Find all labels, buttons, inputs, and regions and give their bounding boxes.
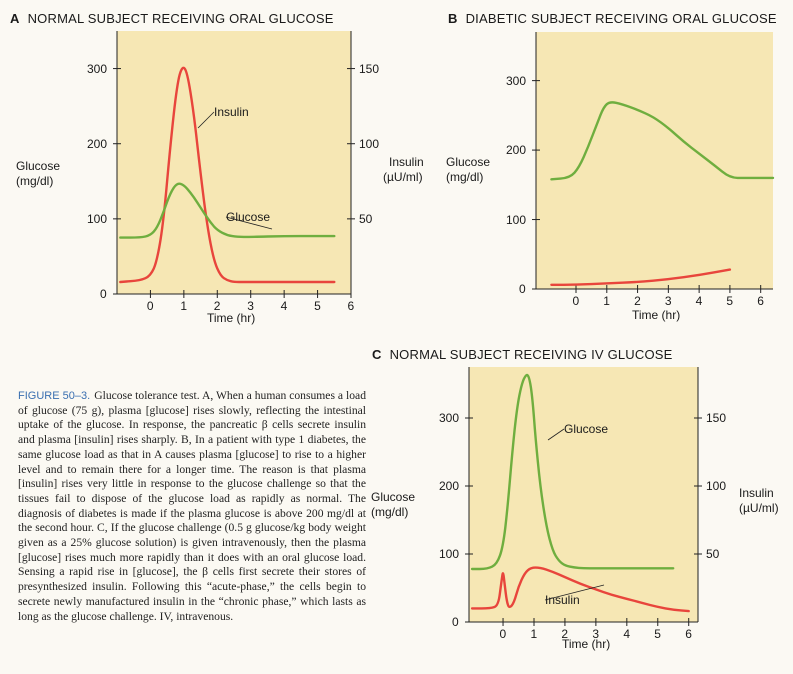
panel-a-annotation-leader — [225, 216, 273, 230]
panel-b-xtick-label: 6 — [757, 294, 764, 308]
panel-c-ytick-left-label: 200 — [439, 479, 460, 493]
panel-a-title-text: NORMAL SUBJECT RECEIVING ORAL GLUCOSE — [27, 11, 334, 26]
panel-c-xtick-label: 1 — [530, 627, 538, 641]
panel-b-xtick-label: 4 — [695, 294, 703, 308]
panel-c-glucose-line — [470, 373, 675, 571]
panel-b-xtick-label: 3 — [664, 294, 672, 308]
panel-b-title: B DIABETIC SUBJECT RECEIVING ORAL GLUCOSE — [448, 11, 777, 26]
panel-c-annotation-leader — [544, 584, 605, 601]
panel-b-glucose-line — [550, 101, 775, 181]
panel-c-xtick-label: 4 — [623, 627, 630, 641]
figure-caption: FIGURE 50–3. Glucose tolerance test. A, W… — [18, 389, 366, 624]
panel-c-xtick-label: 2 — [561, 627, 569, 641]
panel-c-title: C NORMAL SUBJECT RECEIVING IV GLUCOSE — [372, 347, 673, 362]
panel-c-xtick-label: 6 — [685, 627, 692, 641]
panel-b-ytick-left-label: 0 — [519, 282, 526, 296]
panel-c-ylabel-left-line1: Glucose — [371, 490, 416, 504]
panel-a-annotation-insulin: Insulin — [214, 105, 249, 119]
panel-c-ylabel-right: Insulin (µU/ml) — [739, 486, 779, 516]
panel-a-xtick-label: 5 — [314, 299, 321, 313]
panel-c-ytick-left-label: 100 — [439, 547, 460, 561]
panel-c-plot-area — [469, 367, 698, 622]
panel-c-letter: C — [372, 347, 382, 362]
panel-c-annotation-leader — [547, 428, 565, 441]
panel-b-xtick-label: 2 — [634, 294, 641, 308]
panel-c-xtick-label: 5 — [654, 627, 661, 641]
panel-a-xtick-label: 1 — [180, 299, 188, 313]
panel-a-xtick-label: 0 — [146, 299, 154, 313]
panel-a-ylabel-left: Glucose (mg/dl) — [16, 159, 60, 189]
panel-a-xtick-label: 4 — [280, 299, 288, 313]
panel-b-xlabel: Time (hr) — [632, 308, 681, 322]
panel-a-ytick-left-label: 0 — [100, 287, 107, 301]
panel-a-plot-area — [117, 31, 351, 294]
figure-caption-text: Glucose tolerance test. A, When a human … — [18, 389, 366, 623]
panel-a-ylabel-right-line1: Insulin — [389, 155, 424, 169]
panel-c-annotation-insulin: Insulin — [545, 593, 580, 607]
panel-c-ylabel-right-line1: Insulin — [739, 486, 774, 500]
panel-a-chart: Insulin Glucose — [113, 31, 355, 298]
panel-c-ytick-right-label: 150 — [706, 411, 727, 425]
panel-a-ytick-right-label: 50 — [359, 211, 373, 226]
panel-b-insulin-line — [550, 268, 732, 287]
panel-c-xtick-label: 0 — [499, 627, 507, 641]
panel-b-ylabel-left: Glucose (mg/dl) — [446, 155, 490, 185]
panel-a-annotation-glucose: Glucose — [226, 210, 270, 224]
panel-a-ytick-left-label: 200 — [87, 136, 108, 151]
panel-c-ylabel-right-line2: (µU/ml) — [739, 501, 779, 515]
panel-b-xtick-label: 5 — [726, 294, 734, 308]
panel-c-ytick-right-label: 100 — [706, 479, 727, 493]
panel-b-title-text: DIABETIC SUBJECT RECEIVING ORAL GLUCOSE — [465, 11, 777, 26]
panel-b-ylabel-left-line1: Glucose — [446, 155, 491, 169]
panel-c-xtick-label: 3 — [592, 627, 600, 641]
panel-c-insulin-line — [470, 566, 690, 613]
panel-a-ylabel-left-line2: (mg/dl) — [16, 174, 54, 188]
figure-label: FIGURE 50–3. — [18, 390, 91, 402]
panel-b-xtick-label: 1 — [603, 294, 610, 308]
panel-a-title: A NORMAL SUBJECT RECEIVING ORAL GLUCOSE — [10, 11, 334, 26]
panel-c-xlabel: Time (hr) — [562, 637, 611, 651]
panel-a-ylabel-right: Insulin (µU/ml) — [383, 155, 424, 185]
panel-a-annotation-leader — [197, 111, 215, 129]
panel-a-xtick-label: 6 — [347, 299, 355, 313]
panel-c-ylabel-left: Glucose (mg/dl) — [371, 490, 415, 520]
panel-a-xlabel: Time (hr) — [207, 311, 256, 325]
panel-c-ytick-right-label: 50 — [706, 547, 720, 561]
panel-b-plot-area — [536, 32, 773, 289]
panel-a-ytick-left-label: 100 — [87, 211, 108, 226]
panel-b-letter: B — [448, 11, 458, 26]
panel-b-ylabel-left-line2: (mg/dl) — [446, 170, 484, 184]
panel-a-ytick-right-label: 100 — [359, 136, 380, 151]
panel-a-ytick-right-label: 150 — [359, 61, 380, 76]
panel-b-ytick-left-label: 100 — [506, 212, 527, 227]
panel-a-ytick-left-label: 300 — [87, 61, 108, 76]
panel-c-annotation-glucose: Glucose — [564, 422, 608, 436]
panel-a-glucose-line — [119, 182, 336, 239]
panel-c-title-text: NORMAL SUBJECT RECEIVING IV GLUCOSE — [389, 347, 673, 362]
panel-a-ylabel-right-line2: (µU/ml) — [383, 170, 423, 184]
panel-a-insulin-line — [119, 66, 336, 284]
panel-a-ylabel-left-line1: Glucose — [16, 159, 61, 173]
panel-a-letter: A — [10, 11, 20, 26]
panel-a-xtick-label: 3 — [247, 299, 254, 313]
panel-a-xtick-label: 2 — [213, 299, 221, 313]
panel-c-chart: Glucose Insulin — [465, 367, 702, 626]
panel-b-xtick-label: 0 — [572, 294, 580, 308]
panel-c-ylabel-left-line2: (mg/dl) — [371, 505, 409, 519]
panel-b-ytick-left-label: 300 — [506, 73, 527, 88]
panel-b-chart — [532, 32, 775, 293]
panel-c-ytick-left-label: 0 — [452, 615, 459, 629]
panel-c-ytick-left-label: 300 — [439, 411, 460, 425]
panel-b-ytick-left-label: 200 — [506, 143, 527, 158]
